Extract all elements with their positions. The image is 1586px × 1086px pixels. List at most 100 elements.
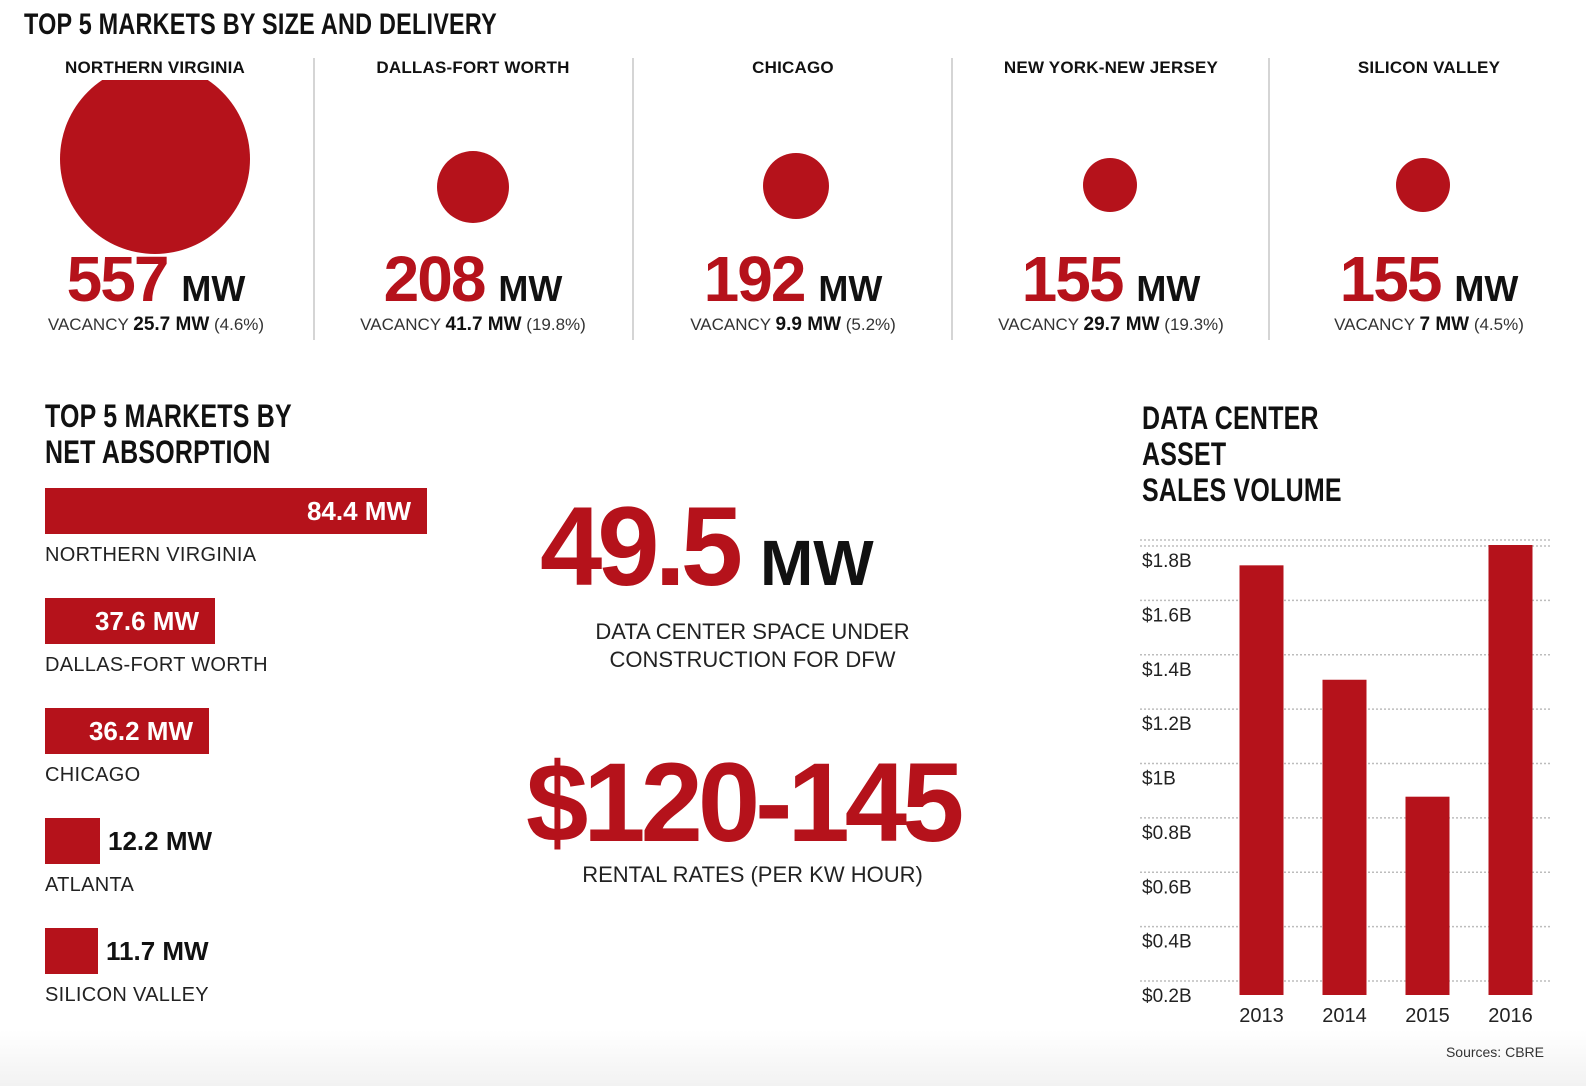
sales-section-title: DATA CENTER ASSET SALES VOLUME bbox=[1142, 400, 1376, 508]
market-mw: 557 bbox=[66, 243, 170, 315]
x-tick-label: 2015 bbox=[1405, 1005, 1450, 1027]
market-name: CHICAGO bbox=[752, 58, 834, 77]
divider bbox=[632, 58, 634, 340]
absorption-market-name: ATLANTA bbox=[45, 874, 135, 896]
sales-bar bbox=[1488, 545, 1533, 995]
construction-value: 49.5 bbox=[540, 484, 743, 609]
market-size-value: 192 MW bbox=[640, 242, 946, 316]
y-tick-label: $0.6B bbox=[1142, 877, 1192, 898]
absorption-bar-label: 12.2 MW bbox=[108, 826, 213, 856]
construction-caption: DATA CENTER SPACE UNDER CONSTRUCTION FOR… bbox=[560, 618, 945, 674]
market-mw: 192 bbox=[703, 243, 807, 315]
market-unit: MW bbox=[818, 268, 883, 309]
market-size-circle bbox=[763, 153, 829, 219]
sales-title-line2: SALES VOLUME bbox=[1142, 472, 1342, 508]
vacancy-pct: (4.5%) bbox=[1473, 315, 1524, 334]
absorption-bar bbox=[45, 818, 100, 864]
vacancy-label: VACANCY bbox=[998, 315, 1079, 334]
size-section-title: TOP 5 MARKETS BY SIZE AND DELIVERY bbox=[24, 8, 498, 41]
market-vacancy: VACANCY 7 MW (4.5%) bbox=[1276, 314, 1582, 336]
y-tick-label: $0.2B bbox=[1142, 986, 1192, 1007]
absorption-bar bbox=[45, 708, 209, 754]
footer-shade bbox=[0, 1030, 1586, 1086]
absorption-market-name: DALLAS-FORT WORTH bbox=[45, 654, 268, 676]
market-mw: 155 bbox=[1021, 243, 1125, 315]
y-tick-label: $1.4B bbox=[1142, 660, 1192, 681]
rental-rate-caption: RENTAL RATES (PER KW HOUR) bbox=[582, 862, 923, 887]
vacancy-mw: 29.7 MW bbox=[1083, 314, 1160, 335]
y-tick-label: $0.4B bbox=[1142, 932, 1192, 953]
market-size-circle bbox=[437, 151, 509, 223]
divider bbox=[1268, 58, 1270, 340]
market-vacancy: VACANCY 9.9 MW (5.2%) bbox=[640, 314, 946, 336]
vacancy-label: VACANCY bbox=[360, 315, 441, 334]
market-size-circle bbox=[1083, 158, 1137, 212]
sources-note: Sources: CBRE bbox=[1445, 1044, 1544, 1060]
divider bbox=[951, 58, 953, 340]
market-size-value: 208 MW bbox=[320, 242, 626, 316]
sales-bar bbox=[1405, 796, 1450, 995]
market-mw: 155 bbox=[1339, 243, 1443, 315]
absorption-bar-label: 84.4 MW bbox=[306, 496, 411, 526]
market-vacancy: VACANCY 29.7 MW (19.3%) bbox=[958, 314, 1264, 336]
vacancy-mw: 41.7 MW bbox=[445, 314, 522, 335]
market-dallas-fort-worth: DALLAS-FORT WORTH 208 MW VACANCY 41.7 MW … bbox=[320, 56, 626, 346]
market-chicago: CHICAGO 192 MW VACANCY 9.9 MW (5.2%) bbox=[640, 56, 946, 346]
market-size-value: 557 MW bbox=[10, 242, 302, 316]
market-size-value: 155 MW bbox=[1276, 242, 1582, 316]
vacancy-label: VACANCY bbox=[47, 315, 129, 334]
absorption-market-name: NORTHERN VIRGINIA bbox=[45, 544, 257, 566]
market-size-circle bbox=[60, 64, 250, 254]
market-name: NEW YORK-NEW JERSEY bbox=[1003, 58, 1219, 77]
market-mw: 208 bbox=[383, 243, 487, 315]
absorption-bar-label: 36.2 MW bbox=[88, 716, 193, 746]
absorption-bar-label: 37.6 MW bbox=[94, 606, 199, 636]
vacancy-label: VACANCY bbox=[1334, 315, 1415, 334]
divider bbox=[313, 58, 315, 340]
sales-bar bbox=[1239, 565, 1284, 995]
sales-bar bbox=[1322, 679, 1367, 995]
absorption-bar bbox=[45, 928, 98, 974]
construction-unit: MW bbox=[759, 527, 874, 599]
market-new-york-new-jersey: NEW YORK-NEW JERSEY 155 MW VACANCY 29.7 M… bbox=[958, 56, 1264, 346]
absorption-title-line2: NET ABSORPTION bbox=[45, 434, 271, 470]
y-tick-label: $1.8B bbox=[1142, 551, 1192, 572]
market-size-value: 155 MW bbox=[958, 242, 1264, 316]
y-tick-label: $1.6B bbox=[1142, 605, 1192, 626]
rental-rate-value: $120-145 bbox=[526, 740, 964, 865]
absorption-bar-label: 11.7 MW bbox=[106, 936, 209, 966]
market-silicon-valley: SILICON VALLEY 155 MW VACANCY 7 MW (4.5%) bbox=[1276, 56, 1582, 346]
market-vacancy: VACANCY 25.7 MW (4.6%) bbox=[10, 314, 302, 336]
market-northern-virginia: NORTHERN VIRGINIA 557 MW VACANCY 25.7 MW … bbox=[10, 56, 302, 346]
y-tick-label: $1B bbox=[1142, 769, 1176, 790]
absorption-bar bbox=[45, 488, 427, 534]
market-unit: MW bbox=[498, 268, 563, 309]
market-unit: MW bbox=[1136, 268, 1201, 309]
absorption-bar bbox=[45, 598, 215, 644]
vacancy-mw: 9.9 MW bbox=[775, 314, 841, 335]
market-name: NORTHERN VIRGINIA bbox=[40, 58, 270, 80]
market-name: DALLAS-FORT WORTH bbox=[376, 58, 570, 77]
market-unit: MW bbox=[181, 268, 246, 309]
vacancy-pct: (19.8%) bbox=[526, 315, 586, 334]
vacancy-label: VACANCY bbox=[690, 315, 771, 334]
sales-title-line1: DATA CENTER ASSET bbox=[1142, 400, 1319, 472]
absorption-section-title: TOP 5 MARKETS BY NET ABSORPTION bbox=[45, 398, 295, 470]
vacancy-mw: 7 MW bbox=[1419, 314, 1470, 335]
market-size-circle bbox=[1396, 158, 1450, 212]
construction-stat: 49.5 MW bbox=[540, 482, 874, 611]
vacancy-pct: (19.3%) bbox=[1164, 315, 1224, 334]
y-tick-label: $1.2B bbox=[1142, 714, 1192, 735]
absorption-market-name: CHICAGO bbox=[45, 764, 141, 786]
vacancy-pct: (5.2%) bbox=[845, 315, 896, 334]
vacancy-mw: 25.7 MW bbox=[133, 314, 210, 335]
construction-caption-line2: CONSTRUCTION FOR DFW bbox=[609, 647, 896, 672]
x-tick-label: 2016 bbox=[1488, 1005, 1533, 1027]
absorption-market-name: SILICON VALLEY bbox=[45, 984, 209, 1006]
x-tick-label: 2013 bbox=[1239, 1005, 1284, 1027]
market-unit: MW bbox=[1454, 268, 1519, 309]
market-vacancy: VACANCY 41.7 MW (19.8%) bbox=[320, 314, 626, 336]
market-name: SILICON VALLEY bbox=[1357, 58, 1501, 77]
absorption-title-line1: TOP 5 MARKETS BY bbox=[45, 398, 292, 434]
